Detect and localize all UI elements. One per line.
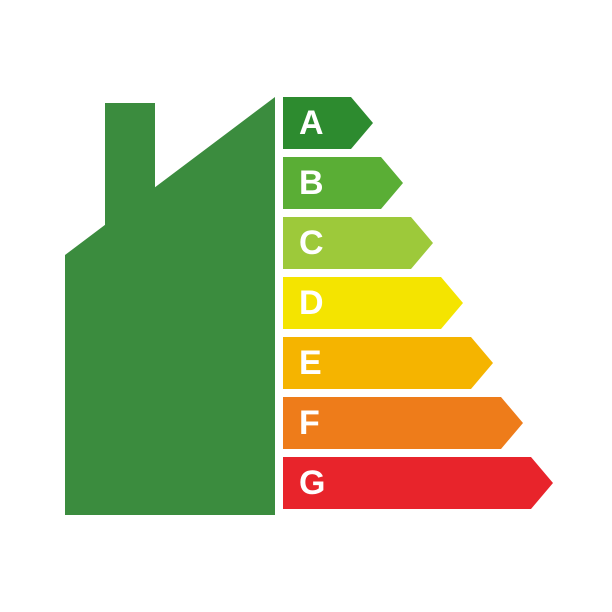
rating-label: D: [299, 286, 324, 320]
rating-label: B: [299, 166, 324, 200]
rating-label: A: [299, 106, 324, 140]
rating-label: F: [299, 406, 320, 440]
energy-rating-infographic: ABCDEFG: [65, 95, 555, 515]
house-icon: [65, 95, 275, 515]
rating-label: G: [299, 466, 325, 500]
rating-arrow: [283, 97, 373, 149]
rating-label: E: [299, 346, 322, 380]
rating-label: C: [299, 226, 324, 260]
